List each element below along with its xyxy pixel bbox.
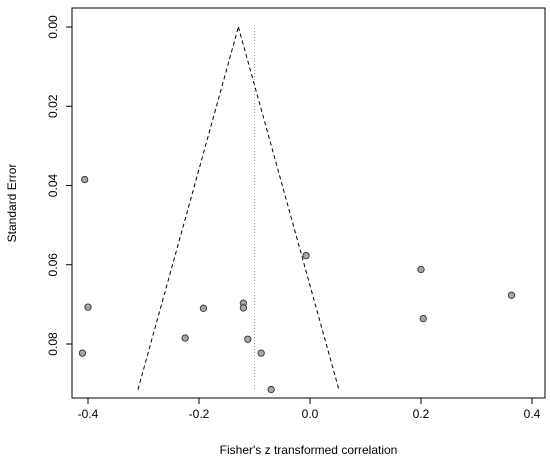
y-axis-title: Standard Error xyxy=(5,164,19,243)
y-axis-tick-label: 0.00 xyxy=(46,15,60,39)
data-point xyxy=(419,314,427,323)
data-point xyxy=(239,304,248,312)
plot-frame xyxy=(71,7,546,399)
funnel-right-line xyxy=(237,26,340,390)
y-axis-tick-label: 0.06 xyxy=(46,253,60,277)
data-point xyxy=(267,385,275,394)
x-axis-title: Fisher's z transformed correlation xyxy=(220,443,398,457)
y-axis-tick-label: 0.08 xyxy=(46,332,60,356)
x-axis-tick-label: 0.0 xyxy=(302,407,319,421)
data-point xyxy=(244,335,252,343)
data-point xyxy=(199,304,208,312)
x-axis-tick-label: 0.2 xyxy=(413,407,430,421)
data-point xyxy=(257,349,265,357)
funnel-lines-group xyxy=(137,26,340,390)
y-axis-tick-label: 0.02 xyxy=(46,94,60,118)
data-point xyxy=(417,265,425,274)
x-axis-tick-label: -0.2 xyxy=(189,407,210,421)
data-point xyxy=(181,334,189,342)
data-point xyxy=(81,175,89,184)
data-point xyxy=(84,303,92,311)
y-axis-tick-label: 0.04 xyxy=(46,173,60,197)
data-point xyxy=(302,251,310,260)
data-point xyxy=(507,291,516,299)
x-axis-tick-label: 0.4 xyxy=(524,407,541,421)
funnel-left-line xyxy=(137,26,239,390)
y-axis: 0.00 0.02 0.04 0.06 0.08 xyxy=(46,15,72,356)
data-points-group xyxy=(78,175,516,394)
x-axis-tick-label: -0.4 xyxy=(78,407,99,421)
x-axis: -0.4 -0.2 0.0 0.2 0.4 xyxy=(78,398,541,421)
data-point xyxy=(78,349,87,357)
